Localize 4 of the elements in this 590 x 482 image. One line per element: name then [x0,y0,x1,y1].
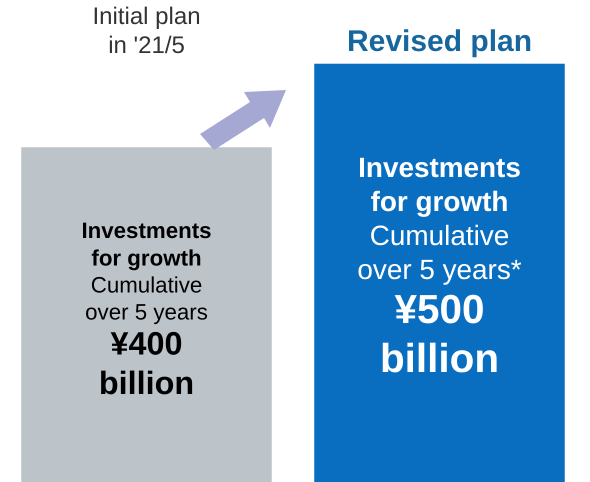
data-label: Investments for growth Cumulative over 5 years ¥400 billion [81,218,212,402]
x-tick-label: Initial plan in '21/5 [92,3,201,59]
data-label: Investments for growth Cumulative over 5 years* ¥500 billion [357,152,522,382]
x-tick-label: Revised plan [346,24,532,58]
